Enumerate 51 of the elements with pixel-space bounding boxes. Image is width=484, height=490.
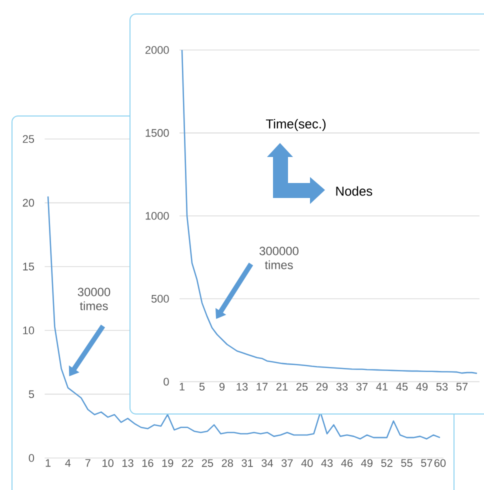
x-tick-label: 19	[162, 459, 174, 467]
x-tick-label: 49	[361, 459, 372, 467]
x-tick-label: 57	[421, 459, 432, 467]
y-tick-label: 500	[151, 294, 169, 303]
y-tick-label: 25	[22, 135, 34, 143]
x-tick-label: 7	[85, 459, 90, 467]
x-tick-label: 37	[282, 459, 293, 467]
x-tick-label: 60	[434, 459, 446, 467]
x-tick-label: 53	[436, 382, 448, 391]
annotation: 30000 times	[78, 288, 110, 310]
y-tick-label: 1500	[146, 129, 169, 137]
x-tick-label: 28	[222, 459, 233, 467]
y-tick-label: 15	[23, 262, 34, 270]
x-tick-label: 29	[316, 382, 328, 391]
y-tick-label: 5	[28, 390, 34, 398]
x-tick-label: 41	[376, 382, 388, 390]
x-tick-label: 21	[276, 382, 288, 391]
x-tick-label: 31	[242, 459, 253, 467]
y-tick-label: 0	[28, 454, 34, 462]
x-tick-label: 33	[336, 382, 348, 391]
x-tick-label: 34	[262, 459, 274, 467]
x-tick-label: 46	[341, 459, 353, 467]
x-tick-label: 1	[180, 382, 185, 390]
x-tick-label: 40	[301, 459, 313, 467]
x-tick-label: 25	[202, 459, 214, 467]
y-tick-label: 20	[22, 198, 34, 207]
annotation: 300000 times	[260, 246, 298, 270]
x-tick-label: 13	[122, 459, 134, 467]
x-tick-label: 37	[356, 382, 368, 391]
y-tick-label: 1000	[146, 212, 169, 220]
x-tick-label: 55	[401, 459, 412, 467]
x-tick-label: 4	[65, 459, 71, 467]
x-tick-label: 1	[46, 459, 51, 467]
x-tick-label: 57	[456, 382, 468, 391]
x-tick-label: 5	[199, 382, 205, 391]
y-tick-label: 10	[23, 326, 34, 334]
x-tick-label: 25	[296, 382, 308, 391]
x-tick-label: 10	[102, 459, 114, 467]
x-tick-label: 16	[142, 459, 154, 467]
x-tick-label: 52	[381, 459, 392, 467]
x-tick-label: 43	[321, 459, 333, 467]
y-tick-label: 0	[164, 378, 169, 386]
x-tick-label: 9	[219, 382, 225, 391]
x-tick-label: 22	[182, 459, 194, 467]
y-axis-title: Time(sec.)	[266, 118, 326, 132]
x-tick-label: 49	[416, 382, 428, 391]
x-axis-title: Nodes	[336, 186, 372, 196]
x-tick-label: 45	[396, 382, 408, 391]
x-tick-label: 17	[256, 382, 268, 390]
x-tick-label: 13	[236, 382, 248, 391]
y-tick-label: 2000	[145, 46, 169, 54]
